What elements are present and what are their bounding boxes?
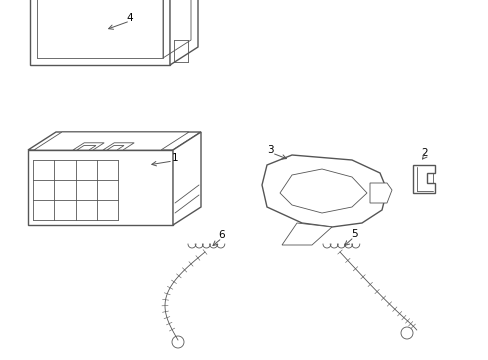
- Polygon shape: [28, 150, 173, 225]
- Polygon shape: [73, 143, 104, 150]
- Text: 3: 3: [266, 145, 273, 155]
- Text: 6: 6: [218, 230, 225, 240]
- Text: 1: 1: [171, 153, 178, 163]
- Text: 4: 4: [126, 13, 133, 23]
- Polygon shape: [369, 183, 391, 203]
- Polygon shape: [170, 0, 198, 65]
- Polygon shape: [412, 165, 434, 193]
- Polygon shape: [77, 145, 96, 150]
- Polygon shape: [34, 132, 189, 150]
- Polygon shape: [282, 223, 331, 245]
- Polygon shape: [173, 132, 201, 225]
- Text: 5: 5: [351, 229, 358, 239]
- Polygon shape: [103, 143, 134, 150]
- Polygon shape: [262, 155, 386, 227]
- Polygon shape: [30, 0, 170, 65]
- Polygon shape: [28, 132, 201, 150]
- Polygon shape: [107, 145, 124, 150]
- Polygon shape: [280, 169, 366, 213]
- Text: 2: 2: [421, 148, 427, 158]
